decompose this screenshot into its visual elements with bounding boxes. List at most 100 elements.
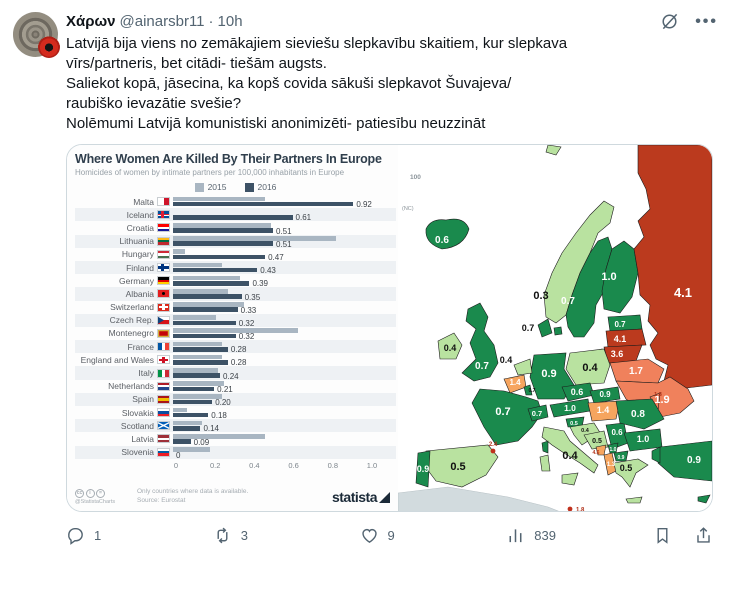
chart-legend: 2015 2016 [75,182,396,192]
map-country-slovakia [589,386,621,404]
bar-2016 [173,386,215,392]
country-label: France [127,341,154,352]
map-cropped-text-fragment: (NC) [402,206,414,212]
chart-row: Netherlands 0.21 [75,380,396,394]
legend-swatch-2016 [244,182,254,192]
tweet-header: Χάρων @ainarsbr11 · 10h ••• [66,12,720,32]
legend-label-2016: 2016 [257,182,277,192]
chart-row: Latvia 0.09 [75,432,396,447]
map-country-belarus [609,358,665,384]
map-value-romania: 0.8 [631,409,645,420]
bar-value-label: 0.35 [244,292,261,302]
like-count: 9 [387,528,395,543]
user-handle[interactable]: @ainarsbr11 [119,13,205,30]
map-country-italy [541,426,599,474]
chart-row: Finland 0.43 [75,260,396,275]
map-country-iceland [425,218,470,250]
map-country-hungary [587,400,621,422]
cc-icon: = [96,489,105,498]
map-country-italy [539,454,551,472]
map-country-portugal [415,450,431,488]
map-country-denmark [537,318,553,338]
statista-credit: @StatistaCharts [75,499,116,505]
bar-2016 [173,399,213,405]
country-label: England and Wales [80,354,154,365]
map-country-cyprus [697,494,711,504]
bar-value-label: 0.61 [295,213,312,223]
country-flag-icon [157,249,170,259]
country-label: Switzerland [110,302,154,313]
bar-2015 [173,288,228,294]
timestamp[interactable]: 10h [217,13,243,30]
country-label: Finland [126,262,154,273]
map-country-france [471,388,543,446]
country-label: Hungary [121,249,154,260]
chart-row: England and Wales 0.28 [75,353,396,367]
bar-2015 [173,447,211,452]
more-options-icon[interactable]: ••• [695,12,718,30]
map-value-slovenia: 0.5 [570,421,578,427]
map-value-france: 0.7 [495,406,510,418]
repost-icon [213,526,232,545]
map-value-italy: 0.4 [562,450,578,462]
bar-2016 [173,241,273,247]
country-label: Netherlands [108,381,154,392]
bar-2016 [173,267,258,273]
bar-value-label: 0.32 [238,318,255,328]
country-label: Iceland [126,209,154,220]
chart-row: Scotland 0.14 [75,419,396,433]
bookmark-icon[interactable] [653,526,672,545]
repost-button[interactable]: 3 [213,526,360,545]
map-country-turkey [651,446,661,464]
bar-value-label: 0.18 [211,411,227,421]
map-value-greece: 0.5 [620,463,633,473]
bar-2016 [173,426,201,431]
map-value-belarus: 1.7 [629,366,643,377]
map-marker-value-andorra: 2.4 [489,442,498,448]
bar-2016 [173,320,236,326]
x-axis-tick: 0.8 [327,460,339,470]
x-axis-tick: 1.0 [366,460,378,470]
country-label: Malta [133,196,154,207]
avatar[interactable] [13,12,60,58]
country-flag-icon [157,342,170,352]
bar-2016 [173,439,191,444]
map-value-estonia: 0.7 [614,320,626,329]
chart-row: Slovakia 0.18 [75,406,396,421]
country-flag-icon [157,381,170,391]
bar-2015 [173,394,222,399]
chart-row: Switzerland 0.33 [75,301,396,315]
bar-value-label: 0.21 [217,384,233,394]
country-label: Croatia [126,222,154,233]
chart-row: Spain 0.20 [75,392,396,407]
x-axis-tick: 0.4 [249,460,260,470]
map-value-poland: 0.4 [582,362,598,374]
map-country-ireland [437,332,463,360]
map-value-netherlands: 0.4 [500,355,513,365]
map-country-svalbard [545,145,562,156]
map-value-ukraine: 1.9 [654,394,669,406]
reply-button[interactable]: 1 [66,526,213,545]
country-flag-icon [157,368,170,378]
chart-row: Croatia 0.51 [75,221,396,236]
country-flag-icon [157,394,170,404]
statista-logo: statista [332,489,390,505]
repost-count: 3 [240,528,248,543]
like-button[interactable]: 9 [360,526,507,545]
map-country-netherlands [513,358,533,376]
media-card[interactable]: Where Women Are Killed By Their Partners… [66,144,713,512]
country-label: Montenegro [108,328,154,339]
map-country-switzerland [527,404,549,422]
grok-icon[interactable] [660,12,679,31]
views-button[interactable]: 839 [506,526,653,545]
bar-2016 [173,412,209,418]
bar-value-label: 0.28 [230,345,247,355]
europe-map-svg: 0.60.3 0.71.04.10.74.13.61.71.91.80.40.90… [398,145,712,511]
map-value-moldova: 1.8 [654,392,662,398]
map-country-greece [613,458,649,488]
map-value-croatia: 0.4 [581,428,590,434]
display-name[interactable]: Χάρων [66,13,116,30]
cc-license-icons: cc i = [75,489,133,498]
map-value-norway: 0.3 [533,290,548,302]
share-icon[interactable] [694,526,713,545]
